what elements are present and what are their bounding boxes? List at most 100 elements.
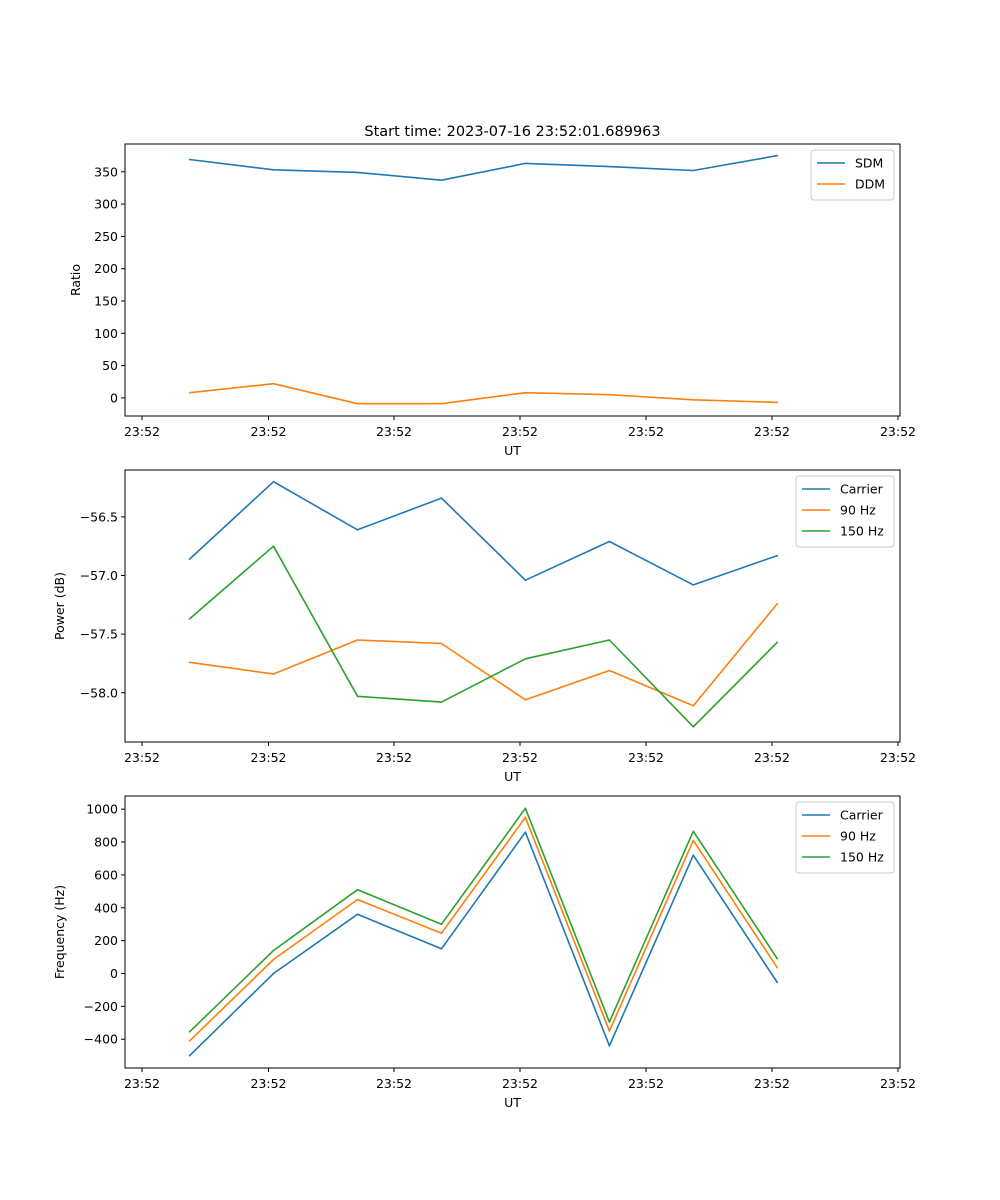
- series-line-carrier: [189, 831, 778, 1057]
- data-point-150-hz: [608, 1021, 611, 1023]
- data-point-ddm: [440, 402, 443, 405]
- data-point-150-hz: [692, 725, 695, 728]
- x-tick-label: 23:52: [376, 1076, 412, 1091]
- data-point-carrier: [188, 558, 191, 560]
- y-tick-label: 600: [94, 867, 118, 882]
- x-tick-label: 23:52: [124, 424, 160, 439]
- data-point-90-hz: [692, 839, 695, 842]
- data-point-carrier: [272, 972, 275, 975]
- data-point-carrier: [356, 528, 359, 531]
- legend-label: 90 Hz: [840, 829, 876, 844]
- data-point-carrier: [692, 584, 695, 586]
- legend-label: Carrier: [840, 808, 884, 823]
- x-axis-label: UT: [504, 1095, 521, 1110]
- data-point-90-hz: [776, 602, 779, 605]
- x-tick-label: 23:52: [502, 1076, 538, 1091]
- data-point-90-hz: [524, 816, 527, 819]
- data-point-150-hz: [692, 830, 695, 833]
- legend-label: 90 Hz: [840, 503, 876, 518]
- data-point-150-hz: [776, 641, 779, 644]
- data-point-ddm: [188, 391, 191, 394]
- legend-label: SDM: [855, 156, 883, 171]
- data-point-90-hz: [440, 932, 443, 935]
- data-point-150-hz: [776, 957, 779, 960]
- data-point-90-hz: [272, 673, 275, 675]
- data-point-ddm: [272, 382, 275, 385]
- data-point-sdm: [524, 162, 527, 165]
- plot-frame: [124, 143, 901, 417]
- y-tick-label: 200: [94, 933, 118, 948]
- series-line-carrier: [189, 480, 778, 586]
- data-point-carrier: [776, 981, 779, 984]
- data-point-carrier: [440, 948, 443, 950]
- data-point-90-hz: [692, 704, 695, 707]
- x-tick-label: 23:52: [124, 1076, 160, 1091]
- x-tick-label: 23:52: [880, 424, 916, 439]
- data-point-90-hz: [356, 639, 359, 641]
- data-point-90-hz: [776, 966, 779, 969]
- data-point-ddm: [776, 401, 779, 404]
- data-point-90-hz: [524, 698, 527, 701]
- data-point-90-hz: [608, 669, 611, 672]
- y-tick-label: 250: [94, 229, 118, 244]
- chart-title: Start time: 2023-07-16 23:52:01.689963: [364, 124, 660, 140]
- y-tick-label: 50: [102, 358, 118, 373]
- data-point-carrier: [692, 854, 695, 856]
- y-axis-label: Ratio: [68, 264, 83, 296]
- data-point-150-hz: [440, 701, 443, 703]
- data-point-ddm: [356, 402, 359, 405]
- data-point-sdm: [776, 154, 779, 157]
- legend: Carrier 90 Hz 150 Hz: [795, 475, 895, 548]
- data-point-90-hz: [356, 898, 359, 901]
- data-point-90-hz: [272, 958, 275, 961]
- x-tick-label: 23:52: [502, 424, 538, 439]
- data-point-150-hz: [608, 639, 611, 641]
- x-tick-label: 23:52: [376, 750, 412, 765]
- chart-panel-1: 0 50 100 150 200 250 300 350 23:52 23:52 23:52 23:5…: [68, 143, 916, 458]
- plot-frame: [124, 469, 901, 743]
- legend: SDM DDM: [810, 149, 895, 201]
- y-tick-label: −400: [84, 1032, 118, 1047]
- x-tick-label: 23:52: [376, 424, 412, 439]
- y-tick-label: 1000: [86, 802, 118, 817]
- y-axis-label: Power (dB): [52, 572, 67, 640]
- data-point-150-hz: [272, 949, 275, 952]
- data-point-sdm: [356, 171, 359, 174]
- data-point-sdm: [272, 169, 275, 171]
- legend-label: DDM: [855, 177, 885, 192]
- data-point-150-hz: [524, 657, 527, 660]
- y-tick-label: 300: [94, 197, 118, 212]
- y-tick-label: −57.0: [80, 568, 118, 583]
- series-line-90-hz: [189, 603, 778, 707]
- x-tick-label: 23:52: [628, 750, 664, 765]
- data-point-90-hz: [440, 642, 443, 645]
- legend-box: [795, 475, 895, 548]
- legend: Carrier 90 Hz 150 Hz: [795, 801, 895, 874]
- y-tick-label: 200: [94, 261, 118, 276]
- series-line-ddm: [189, 382, 778, 405]
- data-point-carrier: [356, 913, 359, 916]
- chart-panel-2: −58.0 −57.5 −57.0 −56.5 23:52 23:52 23:52 23:52…: [52, 469, 916, 784]
- legend-label: 150 Hz: [840, 850, 884, 865]
- data-point-150-hz: [440, 923, 443, 925]
- y-tick-label: −58.0: [80, 685, 118, 700]
- legend-label: 150 Hz: [840, 524, 884, 539]
- data-point-ddm: [692, 399, 695, 401]
- data-point-carrier: [524, 579, 527, 582]
- series-line-150-hz: [189, 545, 778, 728]
- data-point-90-hz: [608, 1030, 611, 1032]
- series-line-sdm: [189, 154, 778, 181]
- data-point-150-hz: [188, 1031, 191, 1033]
- y-axis-label: Frequency (Hz): [52, 885, 67, 979]
- y-tick-label: −56.5: [80, 509, 118, 524]
- data-point-sdm: [692, 169, 695, 172]
- series-line-150-hz: [189, 807, 778, 1033]
- data-point-sdm: [188, 158, 191, 161]
- data-point-carrier: [608, 1045, 611, 1047]
- data-point-150-hz: [272, 545, 275, 548]
- data-point-carrier: [776, 554, 779, 557]
- x-axis-label: UT: [504, 443, 521, 458]
- y-tick-label: −57.5: [80, 627, 118, 642]
- x-tick-label: 23:52: [628, 424, 664, 439]
